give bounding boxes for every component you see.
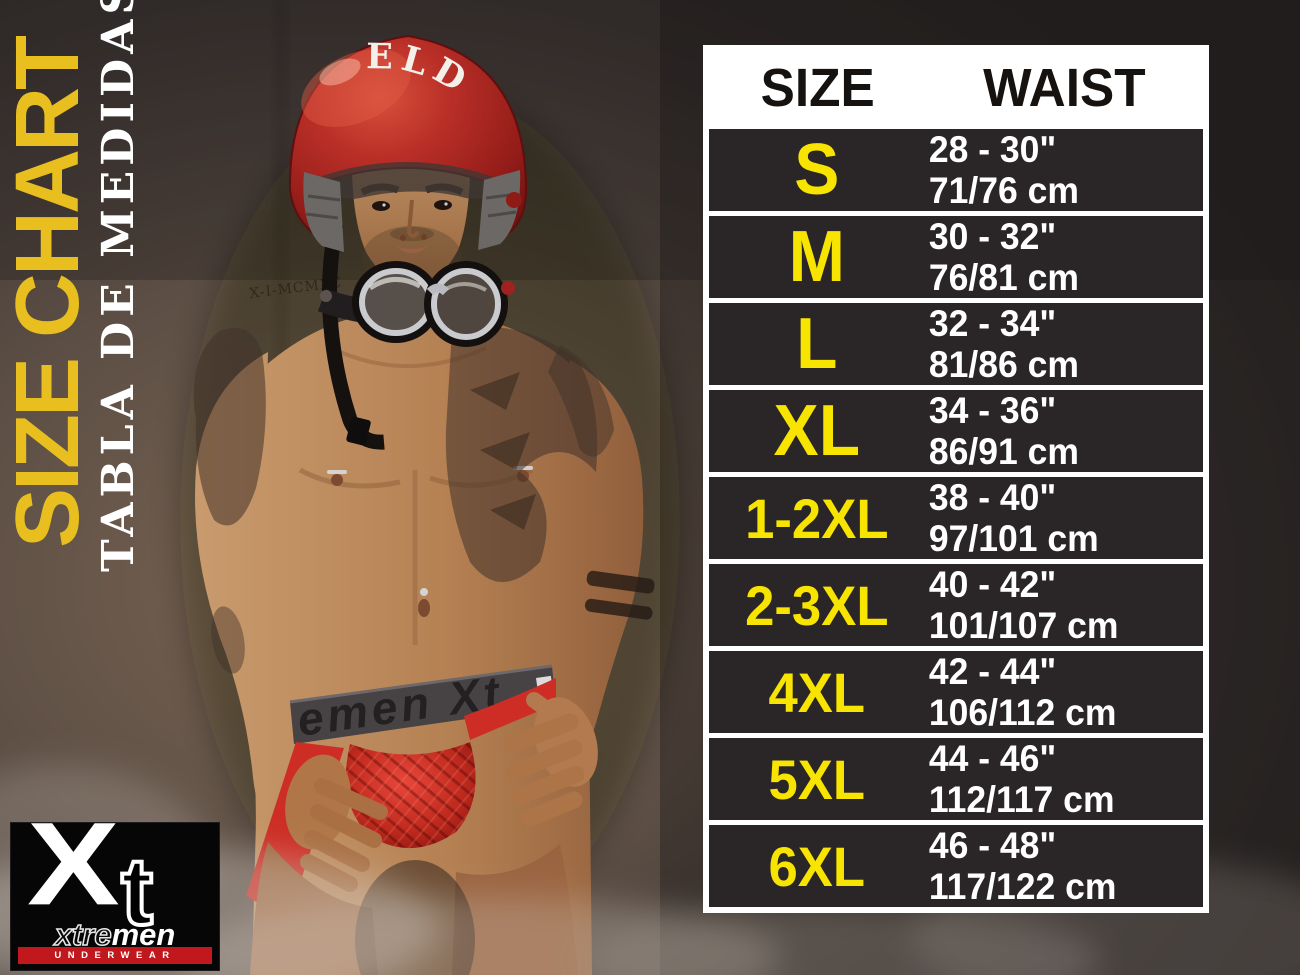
logo-x-mark: X bbox=[27, 822, 120, 930]
size-table-row: 4XL 42 - 44" 106/112 cm bbox=[709, 646, 1203, 733]
waist-inches: 46 - 48" bbox=[928, 825, 1056, 866]
header-waist-column: WAIST bbox=[983, 57, 1146, 118]
waist-cm: 101/107 cm bbox=[928, 605, 1119, 646]
size-table-row: 6XL 46 - 48" 117/122 cm bbox=[709, 820, 1203, 907]
waist-cm: 117/122 cm bbox=[928, 866, 1117, 907]
waist-cm: 86/91 cm bbox=[928, 431, 1079, 472]
waist-inches: 42 - 44" bbox=[928, 651, 1056, 692]
waist-values: 44 - 46" 112/117 cm bbox=[925, 738, 1192, 820]
waist-inches: 40 - 42" bbox=[928, 564, 1056, 605]
size-table-header: SIZE WAIST bbox=[709, 51, 1203, 124]
size-label: XL bbox=[773, 391, 861, 471]
logo-name-outline-part: xtre bbox=[54, 916, 112, 953]
brand-logo: X t xtremen UNDERWEAR bbox=[10, 822, 220, 971]
waist-inches: 44 - 46" bbox=[928, 738, 1056, 779]
waist-values: 34 - 36" 86/91 cm bbox=[925, 390, 1192, 472]
waist-values: 30 - 32" 76/81 cm bbox=[925, 216, 1192, 298]
logo-brand-name: xtremen bbox=[11, 916, 219, 953]
waist-values: 42 - 44" 106/112 cm bbox=[925, 651, 1192, 733]
waist-inches: 32 - 34" bbox=[928, 303, 1056, 344]
size-label: 6XL bbox=[768, 834, 866, 898]
size-label: 2-3XL bbox=[745, 573, 889, 637]
waist-cm: 76/81 cm bbox=[928, 257, 1079, 298]
size-table: SIZE WAIST S 28 - 30" 71/76 cm M 30 - 32… bbox=[703, 45, 1209, 913]
waist-values: 40 - 42" 101/107 cm bbox=[925, 564, 1192, 646]
waist-cm: 71/76 cm bbox=[928, 170, 1079, 211]
waist-cm: 81/86 cm bbox=[928, 344, 1079, 385]
size-table-row: 2-3XL 40 - 42" 101/107 cm bbox=[709, 559, 1203, 646]
size-table-rows: S 28 - 30" 71/76 cm M 30 - 32" 76/81 cm … bbox=[709, 124, 1203, 907]
waist-values: 28 - 30" 71/76 cm bbox=[925, 129, 1192, 211]
waist-inches: 38 - 40" bbox=[928, 477, 1056, 518]
size-label: M bbox=[788, 217, 845, 297]
logo-underwear-bar: UNDERWEAR bbox=[18, 947, 212, 964]
size-table-row: S 28 - 30" 71/76 cm bbox=[709, 124, 1203, 211]
waist-cm: 97/101 cm bbox=[928, 518, 1099, 559]
poster-title-english: SIZE CHART bbox=[0, 38, 98, 548]
size-label: 4XL bbox=[768, 660, 866, 724]
poster-title-spanish: TABLA DE MEDIDAS bbox=[93, 0, 144, 572]
waist-inches: 34 - 36" bbox=[928, 390, 1056, 431]
size-label: S bbox=[794, 130, 840, 210]
logo-t-mark: t bbox=[119, 836, 155, 947]
waist-inches: 28 - 30" bbox=[928, 129, 1056, 170]
size-label: L bbox=[796, 304, 838, 384]
header-size-column: SIZE bbox=[760, 57, 875, 118]
size-table-row: 1-2XL 38 - 40" 97/101 cm bbox=[709, 472, 1203, 559]
hands bbox=[285, 692, 598, 892]
waist-values: 46 - 48" 117/122 cm bbox=[925, 825, 1192, 907]
size-table-row: 5XL 44 - 46" 112/117 cm bbox=[709, 733, 1203, 820]
size-label: 1-2XL bbox=[745, 486, 889, 550]
logo-name-solid-part: men bbox=[111, 917, 176, 952]
size-table-row: M 30 - 32" 76/81 cm bbox=[709, 211, 1203, 298]
waist-inches: 30 - 32" bbox=[928, 216, 1056, 257]
waist-values: 38 - 40" 97/101 cm bbox=[925, 477, 1192, 559]
waist-values: 32 - 34" 81/86 cm bbox=[925, 303, 1192, 385]
right-arm bbox=[538, 360, 644, 766]
waist-cm: 112/117 cm bbox=[928, 779, 1115, 820]
size-label: 5XL bbox=[768, 747, 866, 811]
goggles bbox=[317, 261, 515, 347]
size-table-row: XL 34 - 36" 86/91 cm bbox=[709, 385, 1203, 472]
waist-cm: 106/112 cm bbox=[928, 692, 1117, 733]
size-table-row: L 32 - 34" 81/86 cm bbox=[709, 298, 1203, 385]
